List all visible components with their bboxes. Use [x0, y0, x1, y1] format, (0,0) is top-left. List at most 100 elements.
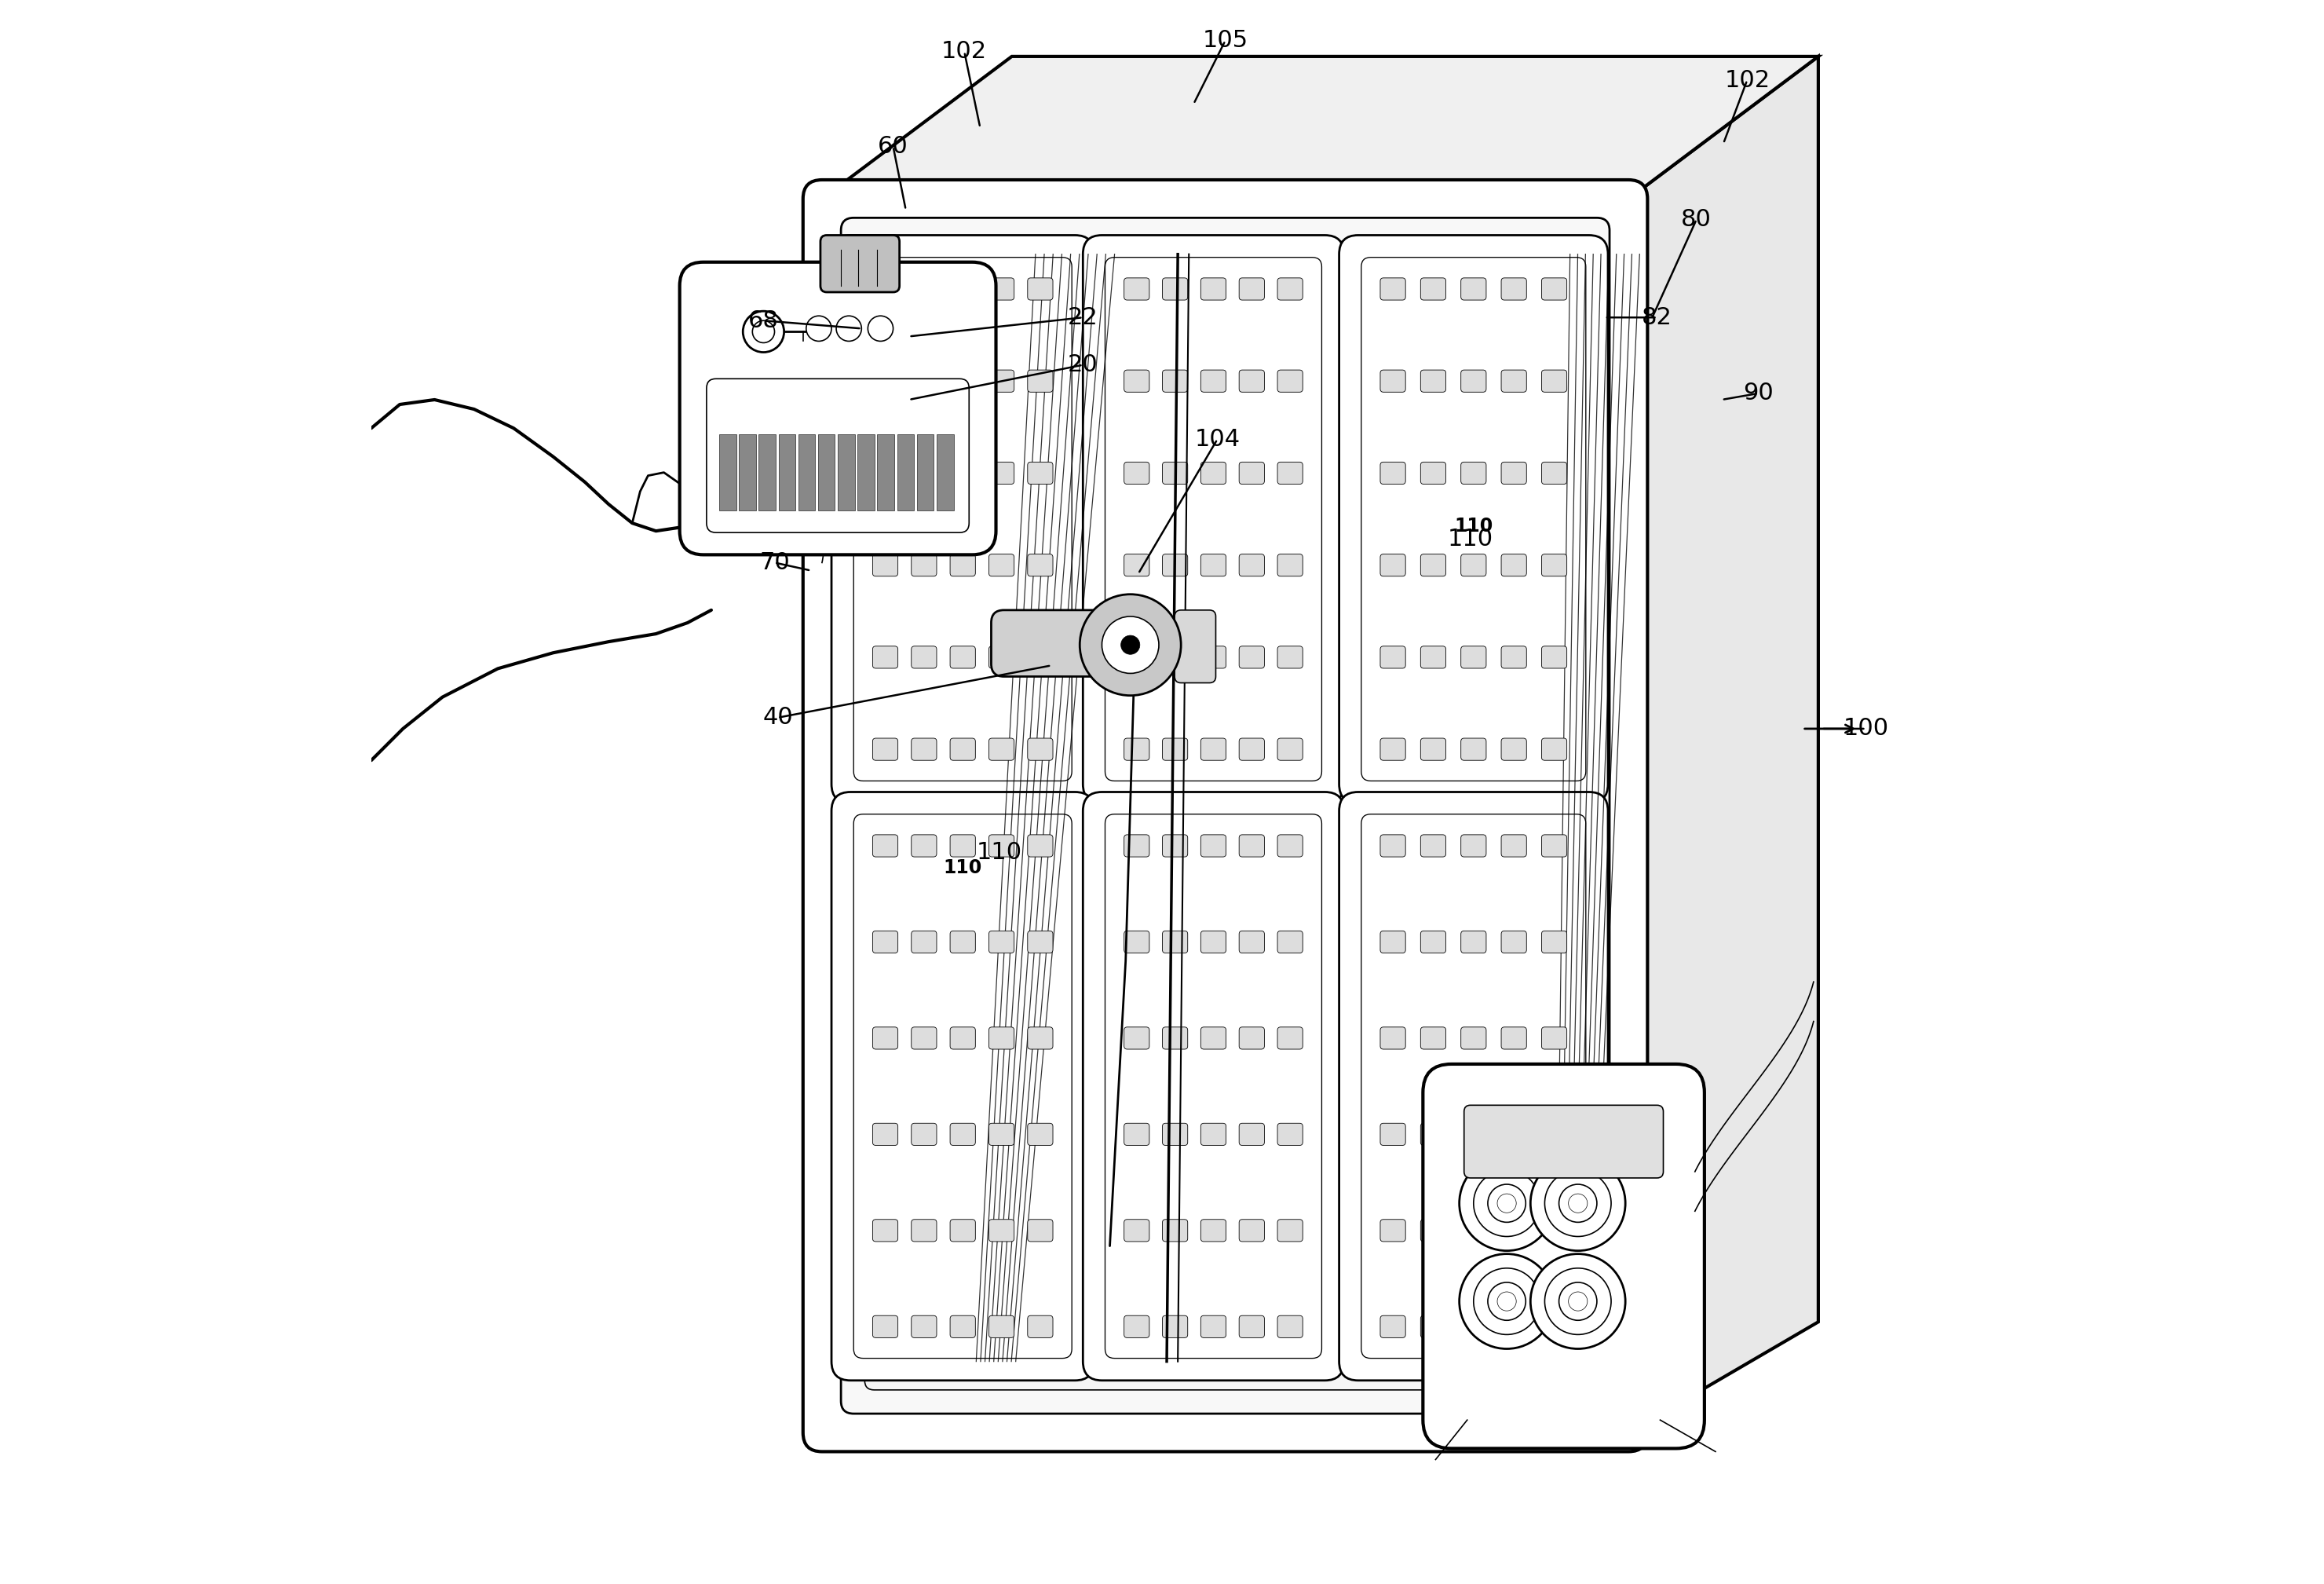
- FancyBboxPatch shape: [911, 1220, 937, 1242]
- FancyBboxPatch shape: [911, 463, 937, 485]
- FancyBboxPatch shape: [832, 234, 1095, 803]
- FancyBboxPatch shape: [1541, 371, 1566, 393]
- FancyBboxPatch shape: [853, 814, 1071, 1359]
- Circle shape: [744, 310, 783, 352]
- FancyBboxPatch shape: [1541, 646, 1566, 668]
- FancyBboxPatch shape: [1278, 1026, 1304, 1049]
- Polygon shape: [372, 399, 711, 760]
- FancyBboxPatch shape: [988, 1220, 1013, 1242]
- Text: 102: 102: [1724, 68, 1771, 92]
- FancyBboxPatch shape: [1202, 1220, 1227, 1242]
- FancyBboxPatch shape: [1027, 277, 1053, 299]
- FancyBboxPatch shape: [1420, 463, 1446, 485]
- FancyBboxPatch shape: [1541, 931, 1566, 954]
- FancyBboxPatch shape: [911, 931, 937, 954]
- FancyBboxPatch shape: [872, 835, 897, 857]
- Text: 110: 110: [944, 859, 983, 878]
- FancyBboxPatch shape: [1278, 738, 1304, 760]
- FancyBboxPatch shape: [988, 835, 1013, 857]
- FancyBboxPatch shape: [988, 371, 1013, 393]
- FancyBboxPatch shape: [865, 241, 1585, 1389]
- FancyBboxPatch shape: [1239, 738, 1264, 760]
- Text: 80: 80: [1680, 208, 1713, 231]
- Text: 110: 110: [1448, 527, 1494, 550]
- FancyBboxPatch shape: [1083, 234, 1343, 803]
- FancyBboxPatch shape: [872, 738, 897, 760]
- FancyBboxPatch shape: [853, 257, 1071, 781]
- FancyBboxPatch shape: [1239, 1220, 1264, 1242]
- FancyBboxPatch shape: [1278, 1316, 1304, 1338]
- FancyBboxPatch shape: [1380, 646, 1406, 668]
- FancyBboxPatch shape: [988, 554, 1013, 577]
- FancyBboxPatch shape: [1278, 463, 1304, 485]
- FancyBboxPatch shape: [988, 1123, 1013, 1145]
- Text: 110: 110: [1455, 516, 1492, 535]
- FancyBboxPatch shape: [1420, 554, 1446, 577]
- FancyBboxPatch shape: [872, 1123, 897, 1145]
- Circle shape: [1487, 1185, 1527, 1223]
- FancyBboxPatch shape: [1541, 1316, 1566, 1338]
- FancyBboxPatch shape: [1541, 835, 1566, 857]
- Text: 20: 20: [1067, 353, 1099, 377]
- Circle shape: [837, 315, 862, 341]
- FancyBboxPatch shape: [1162, 738, 1188, 760]
- Circle shape: [1487, 1283, 1527, 1321]
- FancyBboxPatch shape: [1420, 1026, 1446, 1049]
- Text: 110: 110: [976, 841, 1023, 863]
- Text: 70: 70: [760, 551, 790, 573]
- Text: 68: 68: [748, 309, 779, 333]
- FancyBboxPatch shape: [1202, 371, 1227, 393]
- FancyBboxPatch shape: [1501, 1220, 1527, 1242]
- Circle shape: [806, 315, 832, 341]
- FancyBboxPatch shape: [1202, 646, 1227, 668]
- FancyBboxPatch shape: [1501, 1316, 1527, 1338]
- FancyBboxPatch shape: [1125, 1220, 1150, 1242]
- FancyBboxPatch shape: [1202, 1123, 1227, 1145]
- FancyBboxPatch shape: [1202, 835, 1227, 857]
- FancyBboxPatch shape: [1027, 646, 1053, 668]
- FancyBboxPatch shape: [1162, 463, 1188, 485]
- FancyBboxPatch shape: [1278, 371, 1304, 393]
- FancyBboxPatch shape: [1462, 1123, 1485, 1145]
- FancyBboxPatch shape: [1380, 1026, 1406, 1049]
- Text: 102: 102: [941, 40, 988, 63]
- FancyBboxPatch shape: [1162, 1316, 1188, 1338]
- FancyBboxPatch shape: [1339, 792, 1608, 1380]
- FancyBboxPatch shape: [1125, 835, 1150, 857]
- FancyBboxPatch shape: [706, 379, 969, 532]
- FancyBboxPatch shape: [1462, 463, 1485, 485]
- FancyBboxPatch shape: [1125, 1316, 1150, 1338]
- FancyBboxPatch shape: [1380, 554, 1406, 577]
- Text: 90: 90: [1743, 382, 1773, 406]
- FancyBboxPatch shape: [1162, 554, 1188, 577]
- FancyBboxPatch shape: [1162, 1220, 1188, 1242]
- FancyBboxPatch shape: [1462, 371, 1485, 393]
- Circle shape: [1497, 1293, 1515, 1312]
- FancyBboxPatch shape: [911, 1316, 937, 1338]
- FancyBboxPatch shape: [988, 1026, 1013, 1049]
- Circle shape: [1569, 1194, 1587, 1213]
- Text: 104: 104: [1195, 428, 1241, 450]
- FancyBboxPatch shape: [1339, 234, 1608, 803]
- FancyBboxPatch shape: [1106, 814, 1322, 1359]
- FancyBboxPatch shape: [1202, 738, 1227, 760]
- FancyBboxPatch shape: [1462, 738, 1485, 760]
- Circle shape: [1532, 1255, 1624, 1350]
- FancyBboxPatch shape: [841, 217, 1611, 1413]
- FancyBboxPatch shape: [1278, 1220, 1304, 1242]
- FancyBboxPatch shape: [911, 738, 937, 760]
- Bar: [758, 434, 776, 510]
- FancyBboxPatch shape: [911, 371, 937, 393]
- FancyBboxPatch shape: [1541, 277, 1566, 299]
- FancyBboxPatch shape: [1027, 1316, 1053, 1338]
- FancyBboxPatch shape: [951, 463, 976, 485]
- Bar: [897, 434, 913, 510]
- FancyBboxPatch shape: [1420, 835, 1446, 857]
- FancyBboxPatch shape: [1462, 1316, 1485, 1338]
- FancyBboxPatch shape: [992, 610, 1120, 676]
- Circle shape: [1569, 1293, 1587, 1312]
- FancyBboxPatch shape: [1027, 835, 1053, 857]
- FancyBboxPatch shape: [1420, 1316, 1446, 1338]
- FancyBboxPatch shape: [872, 1220, 897, 1242]
- FancyBboxPatch shape: [1278, 835, 1304, 857]
